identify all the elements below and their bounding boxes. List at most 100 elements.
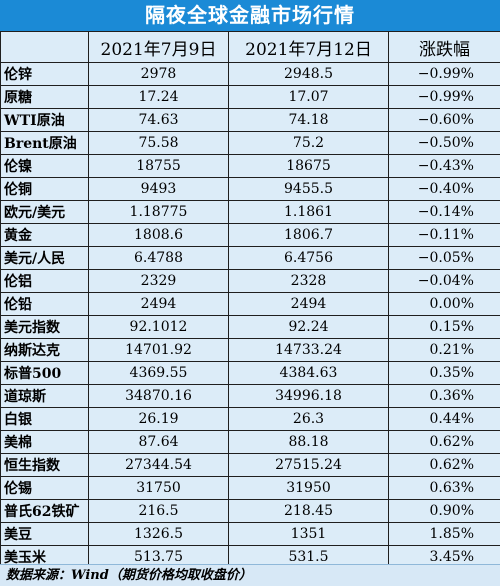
- value-date-2: 1.1861: [229, 201, 389, 224]
- value-date-1: 4369.55: [89, 362, 229, 385]
- value-date-2: 26.3: [229, 408, 389, 431]
- change-percent: 0.62%: [389, 431, 500, 454]
- data-source-note: 数据来源：Wind（期货价格均取收盘价）: [0, 564, 500, 586]
- change-percent: −0.11%: [389, 224, 500, 247]
- value-date-1: 1.18775: [89, 201, 229, 224]
- value-date-2: 34996.18: [229, 385, 389, 408]
- value-date-1: 18755: [89, 155, 229, 178]
- value-date-1: 17.24: [89, 86, 229, 109]
- change-percent: −0.50%: [389, 132, 500, 155]
- change-percent: −0.05%: [389, 247, 500, 270]
- value-date-2: 92.24: [229, 316, 389, 339]
- value-date-2: 74.18: [229, 109, 389, 132]
- instrument-name: WTI原油: [1, 109, 89, 132]
- change-percent: 0.63%: [389, 477, 500, 500]
- instrument-name: 道琼斯: [1, 385, 89, 408]
- value-date-1: 92.1012: [89, 316, 229, 339]
- change-percent: 0.00%: [389, 293, 500, 316]
- change-percent: 0.36%: [389, 385, 500, 408]
- change-percent: −0.99%: [389, 86, 500, 109]
- value-date-2: 18675: [229, 155, 389, 178]
- value-date-2: 27515.24: [229, 454, 389, 477]
- value-date-1: 1326.5: [89, 523, 229, 546]
- header-date-2: 2021年7月12日: [229, 32, 389, 63]
- value-date-1: 216.5: [89, 500, 229, 523]
- instrument-name: 普氏62铁矿: [1, 500, 89, 523]
- instrument-name: 白银: [1, 408, 89, 431]
- value-date-1: 75.58: [89, 132, 229, 155]
- change-percent: 1.85%: [389, 523, 500, 546]
- instrument-name: 美豆: [1, 523, 89, 546]
- value-date-1: 87.64: [89, 431, 229, 454]
- value-date-2: 2328: [229, 270, 389, 293]
- instrument-name: 伦铝: [1, 270, 89, 293]
- instrument-name: 欧元/美元: [1, 201, 89, 224]
- report-title: 隔夜全球金融市场行情: [0, 0, 500, 31]
- change-percent: 0.21%: [389, 339, 500, 362]
- header-change: 涨跌幅: [389, 32, 500, 63]
- change-percent: 0.90%: [389, 500, 500, 523]
- value-date-2: 2494: [229, 293, 389, 316]
- value-date-1: 34870.16: [89, 385, 229, 408]
- value-date-1: 2329: [89, 270, 229, 293]
- instrument-name: 伦锌: [1, 63, 89, 86]
- value-date-1: 2494: [89, 293, 229, 316]
- value-date-1: 74.63: [89, 109, 229, 132]
- value-date-2: 75.2: [229, 132, 389, 155]
- instrument-name: 伦铜: [1, 178, 89, 201]
- change-percent: −0.04%: [389, 270, 500, 293]
- change-percent: 0.44%: [389, 408, 500, 431]
- value-date-2: 218.45: [229, 500, 389, 523]
- change-percent: 0.35%: [389, 362, 500, 385]
- value-date-2: 6.4756: [229, 247, 389, 270]
- instrument-name: 原糖: [1, 86, 89, 109]
- value-date-2: 4384.63: [229, 362, 389, 385]
- instrument-name: 美元/人民: [1, 247, 89, 270]
- instrument-name: 伦铅: [1, 293, 89, 316]
- value-date-1: 27344.54: [89, 454, 229, 477]
- value-date-1: 14701.92: [89, 339, 229, 362]
- value-date-1: 26.19: [89, 408, 229, 431]
- value-date-2: 1351: [229, 523, 389, 546]
- change-percent: 0.15%: [389, 316, 500, 339]
- change-percent: −0.99%: [389, 63, 500, 86]
- value-date-1: 31750: [89, 477, 229, 500]
- header-name: [1, 32, 89, 63]
- value-date-2: 14733.24: [229, 339, 389, 362]
- change-percent: −0.43%: [389, 155, 500, 178]
- value-date-1: 6.4788: [89, 247, 229, 270]
- instrument-name: 标普500: [1, 362, 89, 385]
- value-date-2: 1806.7: [229, 224, 389, 247]
- header-row: 2021年7月9日 2021年7月12日 涨跌幅: [1, 32, 500, 63]
- instrument-name: 伦镍: [1, 155, 89, 178]
- value-date-2: 2948.5: [229, 63, 389, 86]
- instrument-name: 伦锡: [1, 477, 89, 500]
- value-date-2: 17.07: [229, 86, 389, 109]
- value-date-1: 1808.6: [89, 224, 229, 247]
- value-date-2: 88.18: [229, 431, 389, 454]
- instrument-name: Brent原油: [1, 132, 89, 155]
